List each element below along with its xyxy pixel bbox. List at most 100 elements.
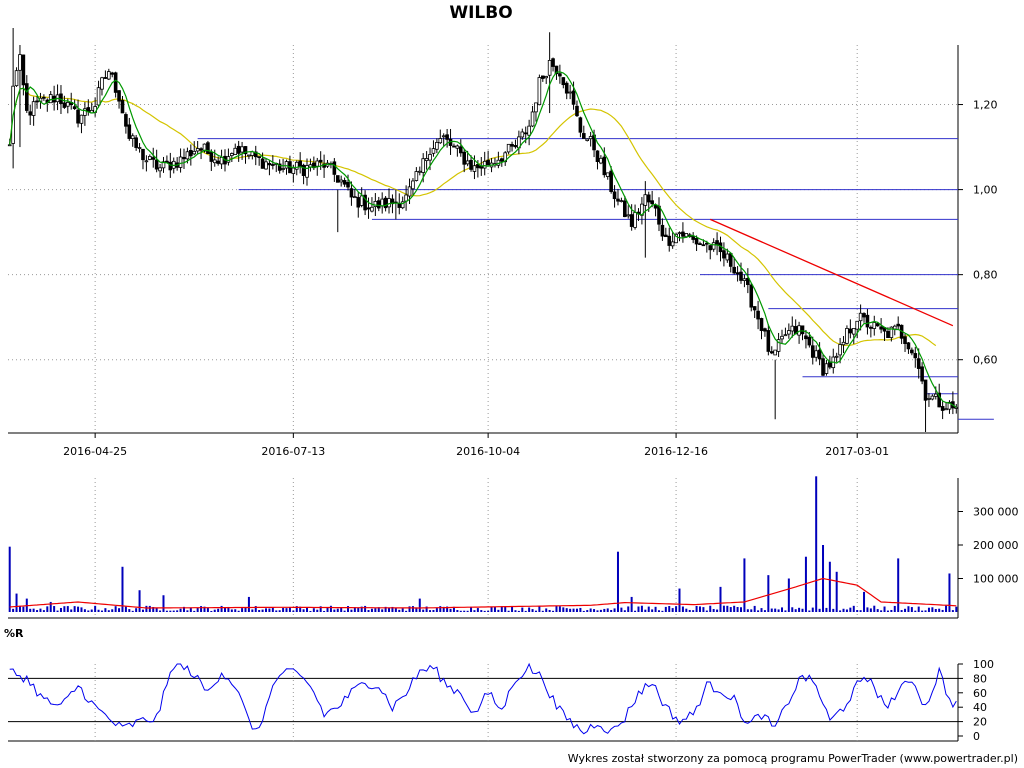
candle: [383, 195, 388, 212]
volume-bar: [459, 610, 462, 612]
volume-bar: [688, 609, 691, 612]
candle: [233, 143, 238, 155]
volume-bar: [230, 609, 233, 612]
candle-body: [277, 163, 282, 171]
volume-bar: [381, 609, 384, 612]
candle-body: [281, 168, 285, 170]
candle: [527, 119, 531, 146]
volume-bar: [811, 607, 814, 612]
volume-bar: [716, 609, 719, 612]
candle-body: [886, 331, 890, 339]
volume-bar: [606, 608, 609, 612]
volume-bar: [316, 609, 319, 612]
candle: [267, 159, 272, 176]
volume-bar: [121, 566, 124, 612]
volume-bar: [661, 610, 664, 612]
volume-bar: [247, 596, 250, 612]
volume-bar: [698, 606, 701, 612]
candle: [677, 231, 682, 242]
volume-bar: [449, 608, 452, 612]
volume-bar: [835, 571, 838, 612]
candle: [124, 112, 128, 134]
candle: [301, 163, 306, 185]
candle-body: [411, 180, 415, 190]
volume-bar: [927, 607, 930, 612]
candle-body: [438, 138, 443, 144]
volume-bar: [244, 607, 247, 612]
candle: [363, 190, 367, 216]
candle-body: [243, 146, 248, 155]
candle: [230, 152, 234, 162]
volume-bar: [654, 606, 657, 612]
candle-body: [185, 151, 190, 160]
candle-body: [879, 326, 883, 330]
candle-body: [452, 145, 456, 148]
candle-body: [216, 160, 220, 164]
volume-bar: [271, 607, 274, 612]
candle-body: [503, 152, 508, 163]
volume-bar: [839, 610, 842, 612]
volume-bar: [873, 605, 876, 612]
x-tick-label: 2016-04-25: [63, 445, 127, 458]
candle: [940, 401, 945, 420]
volume-bar: [292, 610, 295, 612]
candle-body: [124, 114, 128, 127]
candle-body: [872, 322, 877, 329]
volume-y-label: 200 000: [973, 539, 1019, 552]
candle-body: [397, 203, 402, 208]
volume-bar: [781, 607, 784, 612]
candle-body: [264, 161, 268, 170]
volume-bar: [528, 607, 531, 612]
volume-bar: [251, 609, 254, 612]
candle-body: [48, 94, 53, 104]
volume-bar: [234, 609, 237, 612]
candle: [746, 268, 750, 294]
candle-body: [107, 71, 111, 80]
candle: [930, 394, 935, 401]
volume-bar: [138, 590, 141, 612]
candle: [493, 157, 497, 168]
volume-bar: [497, 609, 500, 612]
candle: [783, 327, 788, 337]
candle: [851, 328, 856, 345]
volume-bar: [750, 609, 753, 612]
candle-body: [817, 349, 822, 360]
candle: [612, 185, 617, 208]
volume-bar: [493, 606, 496, 612]
volume-bar: [852, 605, 855, 612]
candle-body: [585, 138, 590, 141]
candle: [609, 166, 613, 194]
volume-bar: [876, 609, 879, 612]
candle: [394, 189, 398, 220]
candle-body: [783, 334, 788, 337]
volume-bar: [910, 607, 913, 612]
candle-body: [462, 151, 467, 165]
volume-bar: [104, 608, 107, 612]
volume-bar: [353, 607, 356, 612]
candle: [739, 262, 743, 284]
candle-body: [482, 160, 487, 169]
candle-body: [380, 198, 384, 207]
candle: [349, 181, 354, 206]
volume-bar: [705, 610, 708, 612]
candle: [776, 332, 781, 357]
volume-bar: [558, 606, 561, 612]
volume-bar: [552, 610, 555, 612]
candle: [944, 402, 948, 411]
candle: [927, 393, 931, 407]
volume-bar: [832, 608, 835, 612]
candle-body: [841, 341, 846, 346]
candle: [209, 149, 214, 172]
volume-bar: [548, 609, 551, 612]
volume-bar: [616, 551, 619, 612]
candle-body: [79, 114, 84, 124]
volume-bar: [668, 606, 671, 612]
candle: [551, 57, 555, 72]
volume-bar: [664, 606, 667, 612]
candle-body: [455, 145, 460, 149]
volume-bar: [791, 607, 794, 612]
candle: [366, 197, 371, 219]
candle: [660, 218, 665, 241]
volume-bar: [794, 609, 797, 612]
candle: [841, 336, 846, 353]
